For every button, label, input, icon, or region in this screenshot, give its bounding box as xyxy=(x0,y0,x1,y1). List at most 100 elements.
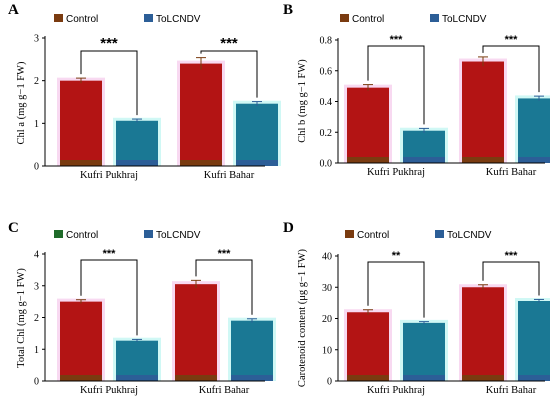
y-tick-label: 2 xyxy=(34,313,39,324)
bar-tolcndv xyxy=(236,103,278,166)
bar-base xyxy=(116,160,158,166)
category-label: Kufri Bahar xyxy=(486,385,537,396)
bar-control xyxy=(347,87,389,163)
y-tick-label: 0.0 xyxy=(320,159,333,170)
category-label: Kufri Pukhraj xyxy=(367,385,425,396)
bar-base xyxy=(462,157,504,163)
bar-base xyxy=(403,157,445,163)
chart-panel-a: A Control ToLCNDV *** Kufri Pukhraj *** Kufri … xyxy=(8,2,281,181)
y-tick-label: 10 xyxy=(322,345,332,356)
bar-base xyxy=(116,375,158,381)
bar-base xyxy=(403,375,445,381)
significance-label: *** xyxy=(100,35,118,52)
bar-base xyxy=(60,375,102,381)
y-tick-label: 3 xyxy=(34,34,39,45)
bar-base xyxy=(60,160,102,166)
bar-control xyxy=(347,312,389,381)
legend-marker xyxy=(430,14,439,22)
bar-base xyxy=(347,157,389,163)
legend-label: Control xyxy=(352,14,384,25)
panel-letter: A xyxy=(8,2,19,18)
bar-base xyxy=(231,375,273,381)
panel-letter: B xyxy=(283,2,293,18)
bar-tolcndv xyxy=(116,120,158,166)
y-tick-label: 3 xyxy=(34,281,39,292)
y-tick-label: 0.6 xyxy=(320,66,333,77)
significance-label: *** xyxy=(390,34,404,46)
y-axis-label: Chl a (mg g−1 FW) xyxy=(16,61,27,144)
y-tick-label: 4 xyxy=(34,250,39,261)
chart-panel-d: D Control ToLCNDV ** Kufri Pukhraj *** Kufri B… xyxy=(283,220,550,396)
legend-marker xyxy=(345,230,354,238)
significance-bracket xyxy=(200,50,258,98)
bar-tolcndv xyxy=(403,322,445,381)
chart-panel-c: C Control ToLCNDV *** Kufri Pukhraj *** Kufri … xyxy=(8,220,276,396)
significance-label: ** xyxy=(392,250,401,262)
bar-control xyxy=(60,301,102,381)
y-tick-label: 1 xyxy=(34,119,39,130)
bar-base xyxy=(518,375,550,381)
bar-tolcndv xyxy=(116,340,158,381)
legend-marker xyxy=(54,14,63,22)
y-tick-label: 20 xyxy=(322,314,332,325)
bar-base xyxy=(236,160,278,166)
bar-base xyxy=(462,375,504,381)
bar-base xyxy=(180,160,222,166)
y-axis-label: Chl b (mg g−1 FW) xyxy=(297,59,308,143)
y-axis-label: Carotenoid content (μg g−1 FW) xyxy=(297,248,308,387)
category-label: Kufri Bahar xyxy=(199,385,250,396)
significance-label: *** xyxy=(220,35,238,52)
y-tick-label: 0 xyxy=(327,377,332,388)
legend-label: ToLCNDV xyxy=(442,14,487,25)
bar-control xyxy=(462,61,504,163)
legend-label: Control xyxy=(66,230,98,241)
significance-bracket xyxy=(482,45,540,93)
bar-tolcndv xyxy=(518,98,550,163)
y-tick-label: 0.8 xyxy=(320,36,333,47)
significance-label: *** xyxy=(103,248,117,260)
legend-label: Control xyxy=(66,14,98,25)
bar-control xyxy=(462,287,504,381)
y-tick-label: 40 xyxy=(322,252,332,263)
chart-panel-b: B Control ToLCNDV *** Kufri Pukhraj *** Kufri … xyxy=(283,2,550,178)
bar-base xyxy=(518,157,550,163)
y-tick-label: 30 xyxy=(322,283,332,294)
category-label: Kufri Pukhraj xyxy=(80,385,138,396)
category-label: Kufri Bahar xyxy=(486,167,537,178)
significance-bracket xyxy=(195,259,253,315)
bar-tolcndv xyxy=(231,320,273,381)
significance-bracket xyxy=(482,261,540,296)
panel-letter: C xyxy=(8,220,19,236)
significance-label: *** xyxy=(505,34,519,46)
legend-label: ToLCNDV xyxy=(156,230,201,241)
bar-base xyxy=(347,375,389,381)
y-tick-label: 0 xyxy=(34,162,39,173)
bar-control xyxy=(60,80,102,166)
legend-marker xyxy=(144,230,153,238)
category-label: Kufri Pukhraj xyxy=(367,167,425,178)
significance-bracket xyxy=(367,45,425,125)
legend-marker xyxy=(340,14,349,22)
legend-label: ToLCNDV xyxy=(156,14,201,25)
category-label: Kufri Pukhraj xyxy=(80,170,138,181)
y-axis-label: Total Chl (mg g−1 FW) xyxy=(16,268,27,368)
legend-marker xyxy=(54,230,63,238)
legend-label: Control xyxy=(357,230,389,241)
legend-label: ToLCNDV xyxy=(447,230,492,241)
y-tick-label: 1 xyxy=(34,345,39,356)
legend-marker xyxy=(144,14,153,22)
y-tick-label: 0 xyxy=(34,377,39,388)
category-label: Kufri Bahar xyxy=(204,170,255,181)
significance-bracket xyxy=(367,261,425,318)
bar-control xyxy=(175,284,217,381)
bar-tolcndv xyxy=(518,301,550,381)
y-tick-label: 0.4 xyxy=(320,97,333,108)
significance-label: *** xyxy=(505,250,519,262)
bar-control xyxy=(180,63,222,166)
y-tick-label: 0.2 xyxy=(320,128,333,139)
legend-marker xyxy=(435,230,444,238)
y-tick-label: 2 xyxy=(34,76,39,87)
significance-bracket xyxy=(80,50,138,116)
significance-label: *** xyxy=(218,248,232,260)
